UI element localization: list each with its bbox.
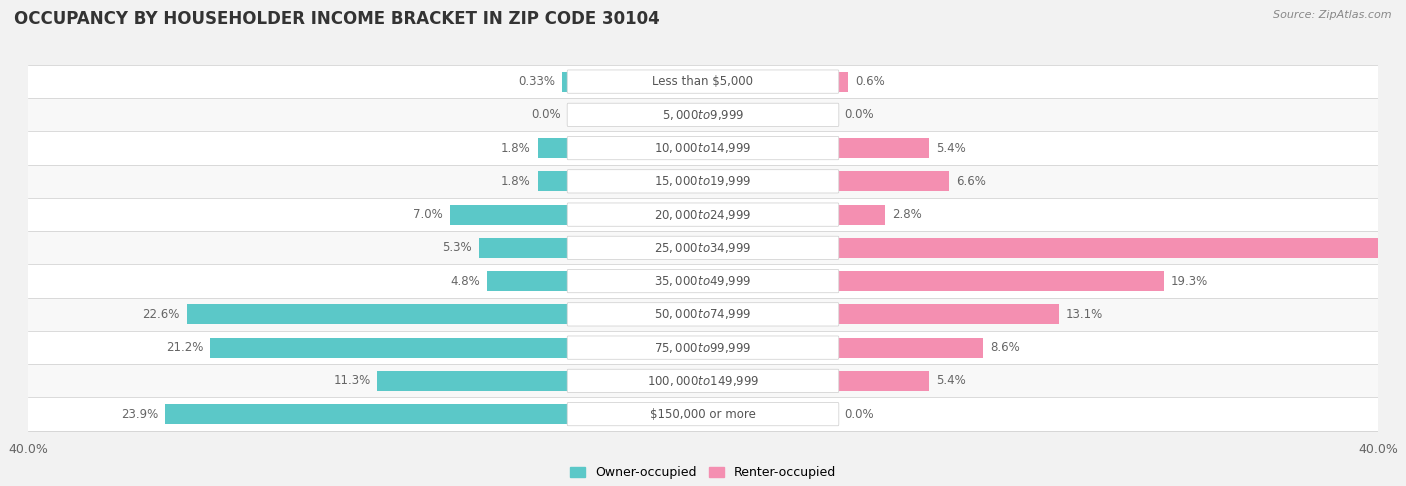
Bar	[20, 298, 1386, 331]
Bar	[187, 304, 568, 324]
Bar	[20, 165, 1386, 198]
Text: 0.0%: 0.0%	[531, 108, 561, 122]
Legend: Owner-occupied, Renter-occupied: Owner-occupied, Renter-occupied	[565, 461, 841, 484]
Text: 0.33%: 0.33%	[519, 75, 555, 88]
Text: $150,000 or more: $150,000 or more	[650, 408, 756, 420]
Text: 0.6%: 0.6%	[855, 75, 884, 88]
Text: $75,000 to $99,999: $75,000 to $99,999	[654, 341, 752, 355]
FancyBboxPatch shape	[567, 170, 839, 193]
Text: 0.0%: 0.0%	[845, 408, 875, 420]
Bar	[20, 398, 1386, 431]
Text: 4.8%: 4.8%	[450, 275, 481, 288]
FancyBboxPatch shape	[567, 269, 839, 293]
Bar	[450, 205, 568, 225]
Text: Source: ZipAtlas.com: Source: ZipAtlas.com	[1274, 10, 1392, 20]
Text: 7.0%: 7.0%	[413, 208, 443, 221]
Text: $20,000 to $24,999: $20,000 to $24,999	[654, 208, 752, 222]
Text: Less than $5,000: Less than $5,000	[652, 75, 754, 88]
Bar	[20, 231, 1386, 264]
Text: 22.6%: 22.6%	[142, 308, 180, 321]
Bar	[377, 371, 568, 391]
Bar	[838, 238, 1406, 258]
Bar	[562, 71, 568, 91]
Text: 5.4%: 5.4%	[936, 141, 966, 155]
Text: $25,000 to $34,999: $25,000 to $34,999	[654, 241, 752, 255]
Bar	[20, 65, 1386, 98]
Text: $5,000 to $9,999: $5,000 to $9,999	[662, 108, 744, 122]
Bar	[20, 132, 1386, 165]
Bar	[537, 138, 568, 158]
Bar	[20, 331, 1386, 364]
Bar	[838, 338, 983, 358]
Text: 19.3%: 19.3%	[1170, 275, 1208, 288]
FancyBboxPatch shape	[567, 369, 839, 393]
Text: OCCUPANCY BY HOUSEHOLDER INCOME BRACKET IN ZIP CODE 30104: OCCUPANCY BY HOUSEHOLDER INCOME BRACKET …	[14, 10, 659, 28]
Bar	[211, 338, 568, 358]
Bar	[838, 138, 929, 158]
Bar	[838, 172, 949, 191]
FancyBboxPatch shape	[567, 236, 839, 260]
Text: 1.8%: 1.8%	[501, 175, 531, 188]
Bar	[537, 172, 568, 191]
Text: 2.8%: 2.8%	[891, 208, 922, 221]
Bar	[478, 238, 568, 258]
Bar	[486, 271, 568, 291]
Text: $10,000 to $14,999: $10,000 to $14,999	[654, 141, 752, 155]
Bar	[838, 371, 929, 391]
Text: 21.2%: 21.2%	[166, 341, 204, 354]
FancyBboxPatch shape	[567, 137, 839, 160]
Text: 13.1%: 13.1%	[1066, 308, 1102, 321]
FancyBboxPatch shape	[567, 103, 839, 126]
Bar	[20, 198, 1386, 231]
Bar	[838, 205, 886, 225]
Bar	[838, 304, 1059, 324]
Text: $100,000 to $149,999: $100,000 to $149,999	[647, 374, 759, 388]
Bar	[838, 71, 848, 91]
FancyBboxPatch shape	[567, 303, 839, 326]
Text: 1.8%: 1.8%	[501, 141, 531, 155]
Text: 5.4%: 5.4%	[936, 374, 966, 387]
Bar	[20, 364, 1386, 398]
Bar	[165, 404, 568, 424]
Text: 5.3%: 5.3%	[443, 242, 472, 254]
FancyBboxPatch shape	[567, 70, 839, 93]
Bar	[20, 98, 1386, 132]
Text: $50,000 to $74,999: $50,000 to $74,999	[654, 307, 752, 321]
Text: $15,000 to $19,999: $15,000 to $19,999	[654, 174, 752, 189]
Bar	[20, 264, 1386, 298]
FancyBboxPatch shape	[567, 336, 839, 359]
Text: 8.6%: 8.6%	[990, 341, 1019, 354]
FancyBboxPatch shape	[567, 402, 839, 426]
Text: 0.0%: 0.0%	[845, 108, 875, 122]
Text: $35,000 to $49,999: $35,000 to $49,999	[654, 274, 752, 288]
Text: 23.9%: 23.9%	[121, 408, 157, 420]
Text: 6.6%: 6.6%	[956, 175, 986, 188]
Text: 11.3%: 11.3%	[333, 374, 371, 387]
FancyBboxPatch shape	[567, 203, 839, 226]
Bar	[838, 271, 1164, 291]
